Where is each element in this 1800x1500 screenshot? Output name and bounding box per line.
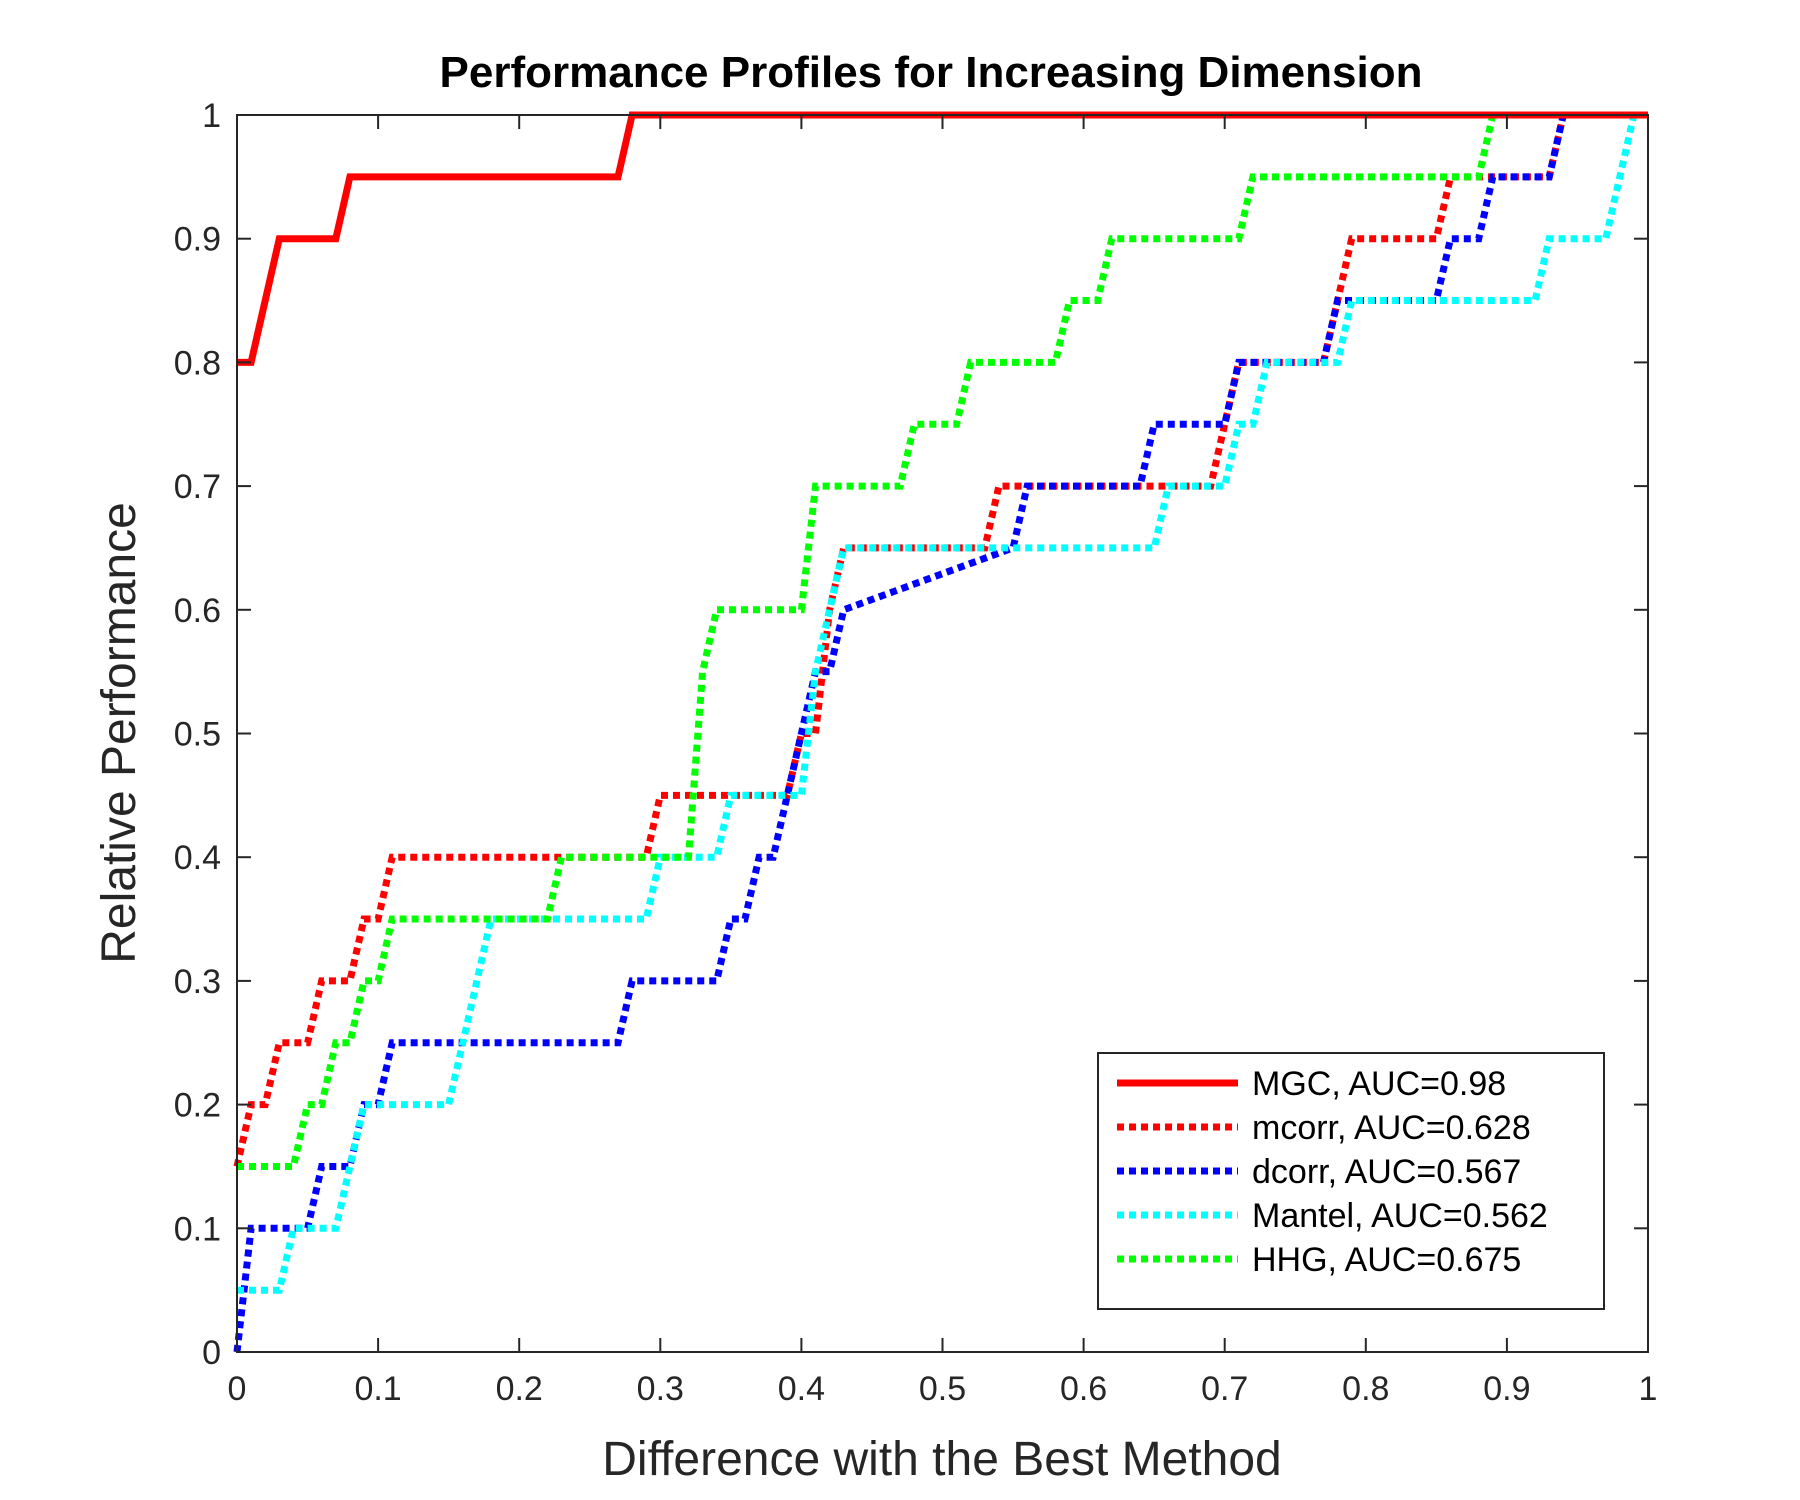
y-tick-label: 0.4 bbox=[174, 839, 221, 877]
x-tick-label: 0 bbox=[228, 1370, 247, 1408]
legend-box bbox=[1097, 1052, 1605, 1310]
series-layer bbox=[233, 111, 1648, 1353]
legend-label: mcorr, AUC=0.628 bbox=[1252, 1109, 1531, 1147]
y-tick-label: 0.3 bbox=[174, 963, 221, 1001]
x-tick-label: 0.6 bbox=[1060, 1370, 1107, 1408]
y-tick-label: 0.1 bbox=[174, 1210, 221, 1248]
x-axis-label: Difference with the Best Method bbox=[602, 1433, 1281, 1486]
series-line-mantel bbox=[237, 111, 1648, 1294]
legend-label: Mantel, AUC=0.562 bbox=[1252, 1197, 1548, 1235]
y-tick-label: 0.6 bbox=[174, 592, 221, 630]
x-tick-label: 0.3 bbox=[637, 1370, 684, 1408]
legend-items: MGC, AUC=0.98 mcorr, AUC=0.628 dcorr, AUC=… bbox=[1117, 1065, 1548, 1279]
legend: MGC, AUC=0.98 mcorr, AUC=0.628 dcorr, AUC=… bbox=[1097, 1052, 1605, 1310]
series-line-mgc bbox=[237, 111, 1648, 366]
y-tick-label: 0.5 bbox=[174, 716, 221, 754]
x-axis: 0 0.1 0.2 0.3 0.4 0.5 0.6 0.7 0.8 0.9 1 bbox=[228, 115, 1658, 1408]
series-line-hhg bbox=[237, 111, 1648, 1170]
x-tick-label: 0.7 bbox=[1201, 1370, 1248, 1408]
y-axis: 0 0.1 0.2 0.3 0.4 0.5 0.6 0.7 0.8 0.9 1 bbox=[174, 97, 1648, 1372]
y-tick-label: 0 bbox=[202, 1334, 221, 1372]
legend-label: HHG, AUC=0.675 bbox=[1252, 1241, 1521, 1279]
legend-label: dcorr, AUC=0.567 bbox=[1252, 1153, 1521, 1191]
x-tick-label: 0.9 bbox=[1483, 1370, 1530, 1408]
x-tick-label: 0.1 bbox=[354, 1370, 401, 1408]
x-tick-label: 0.2 bbox=[496, 1370, 543, 1408]
x-tick-label: 0.8 bbox=[1342, 1370, 1389, 1408]
y-tick-label: 0.7 bbox=[174, 468, 221, 506]
y-axis-label: Relative Performance bbox=[93, 502, 146, 964]
chart-title: Performance Profiles for Increasing Dime… bbox=[440, 48, 1423, 97]
y-tick-label: 0.2 bbox=[174, 1087, 221, 1125]
x-tick-label: 0.4 bbox=[778, 1370, 825, 1408]
legend-label: MGC, AUC=0.98 bbox=[1252, 1065, 1506, 1103]
x-tick-label: 1 bbox=[1639, 1370, 1658, 1408]
x-tick-label: 0.5 bbox=[919, 1370, 966, 1408]
y-tick-label: 0.8 bbox=[174, 344, 221, 382]
y-tick-label: 0.9 bbox=[174, 221, 221, 259]
series-line-dcorr bbox=[233, 111, 1648, 1353]
y-tick-label: 1 bbox=[202, 97, 221, 135]
